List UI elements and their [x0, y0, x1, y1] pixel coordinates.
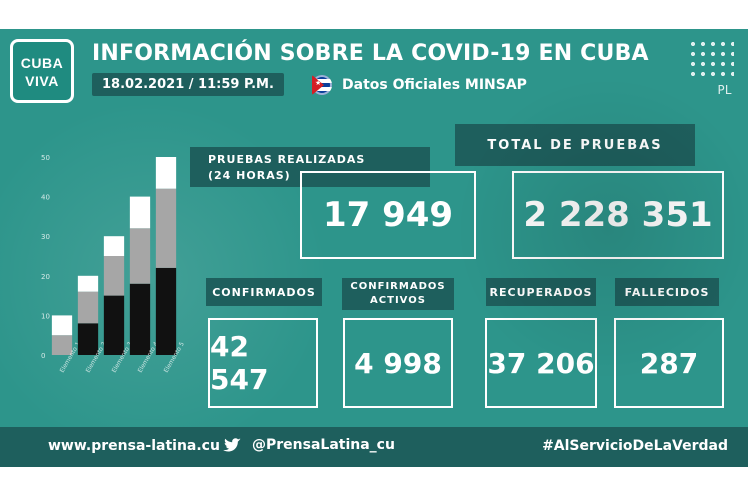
pl-label: PL: [717, 83, 732, 97]
pruebas-24h-label-line1: PRUEBAS REALIZADAS: [208, 153, 366, 166]
confirmados-label: CONFIRMADOS: [206, 278, 322, 306]
twitter-handle-row[interactable]: @PrensaLatina_cu: [222, 437, 395, 453]
confirmados-label-text: CONFIRMADOS: [212, 285, 316, 299]
logo-text-2: VIVA: [25, 73, 59, 89]
total-pruebas-value-box: 2 228 351: [512, 171, 724, 259]
prensa-latina-mark: PL: [688, 39, 734, 97]
cuba-flag-icon: [312, 75, 332, 95]
hashtag[interactable]: #AlServicioDeLaVerdad: [542, 438, 728, 454]
activos-value-box: 4 998: [343, 318, 453, 408]
bar-segment: [103, 236, 125, 256]
bar-segment: [155, 157, 177, 189]
bar-segment: [51, 335, 73, 355]
dot-grid-icon: [688, 39, 734, 79]
bar-segment: [77, 323, 99, 355]
pruebas-24h-value-box: 17 949: [300, 171, 476, 259]
recuperados-label: RECUPERADOS: [486, 278, 596, 306]
source-row: Datos Oficiales MINSAP: [312, 75, 527, 95]
bar-segment: [103, 256, 125, 296]
activos-label: CONFIRMADOS ACTIVOS: [342, 278, 454, 310]
fallecidos-label: FALLECIDOS: [615, 278, 719, 306]
recuperados-value: 37 206: [487, 346, 595, 380]
total-pruebas-label-text: TOTAL DE PRUEBAS: [487, 137, 663, 153]
pruebas-24h-label: PRUEBAS REALIZADAS (24 HORAS): [190, 147, 430, 187]
fallecidos-value-box: 287: [614, 318, 724, 408]
pruebas-24h-value: 17 949: [322, 195, 454, 235]
y-tick-label: 20: [41, 273, 50, 281]
bar-segment: [77, 291, 99, 324]
twitter-bird-icon: [223, 438, 241, 452]
y-tick-label: 40: [41, 194, 50, 202]
y-tick-label: 30: [41, 233, 50, 241]
activos-label-line2: ACTIVOS: [370, 295, 426, 306]
cuba-viva-logo: CUBA VIVA: [10, 39, 74, 103]
bar-segment: [129, 228, 151, 284]
y-tick-label: 50: [41, 154, 50, 162]
stacked-bar-chart: 0 10 20 30 40 50 Elemento 1 Elemento 2 Elemento …: [35, 149, 186, 395]
website-link[interactable]: www.prensa-latina.cu: [48, 438, 220, 454]
activos-label-line1: CONFIRMADOS: [350, 281, 446, 292]
page-title: INFORMACIÓN SOBRE LA COVID-19 EN CUBA: [92, 41, 649, 66]
source-text: Datos Oficiales MINSAP: [342, 77, 527, 93]
y-tick-label: 10: [41, 312, 50, 320]
recuperados-value-box: 37 206: [485, 318, 597, 408]
bar-segment: [129, 283, 151, 355]
total-pruebas-value: 2 228 351: [523, 195, 713, 235]
fallecidos-value: 287: [639, 346, 699, 380]
bar-segment: [155, 267, 177, 355]
total-pruebas-label: TOTAL DE PRUEBAS: [455, 124, 695, 166]
bar-segment: [129, 196, 151, 229]
infographic: CUBA VIVA INFORMACIÓN SOBRE LA COVID-19 …: [0, 29, 748, 467]
recuperados-label-text: RECUPERADOS: [489, 285, 593, 299]
datetime-badge: 18.02.2021 / 11:59 P.M.: [92, 73, 284, 96]
bar-segment: [155, 188, 177, 268]
confirmados-value-box: 42 547: [208, 318, 318, 408]
footer-bar: www.prensa-latina.cu @PrensaLatina_cu #A…: [0, 427, 748, 467]
bar-segment: [103, 295, 125, 355]
twitter-handle: @PrensaLatina_cu: [252, 437, 395, 453]
bar-segment: [77, 275, 99, 292]
pruebas-24h-label-line2: (24 HORAS): [208, 169, 291, 182]
bar-segment: [51, 315, 73, 336]
fallecidos-label-text: FALLECIDOS: [624, 285, 710, 299]
y-tick-label: 0: [41, 352, 45, 360]
confirmados-value: 42 547: [210, 330, 269, 396]
logo-text-1: CUBA: [20, 55, 64, 71]
activos-value: 4 998: [354, 346, 442, 380]
